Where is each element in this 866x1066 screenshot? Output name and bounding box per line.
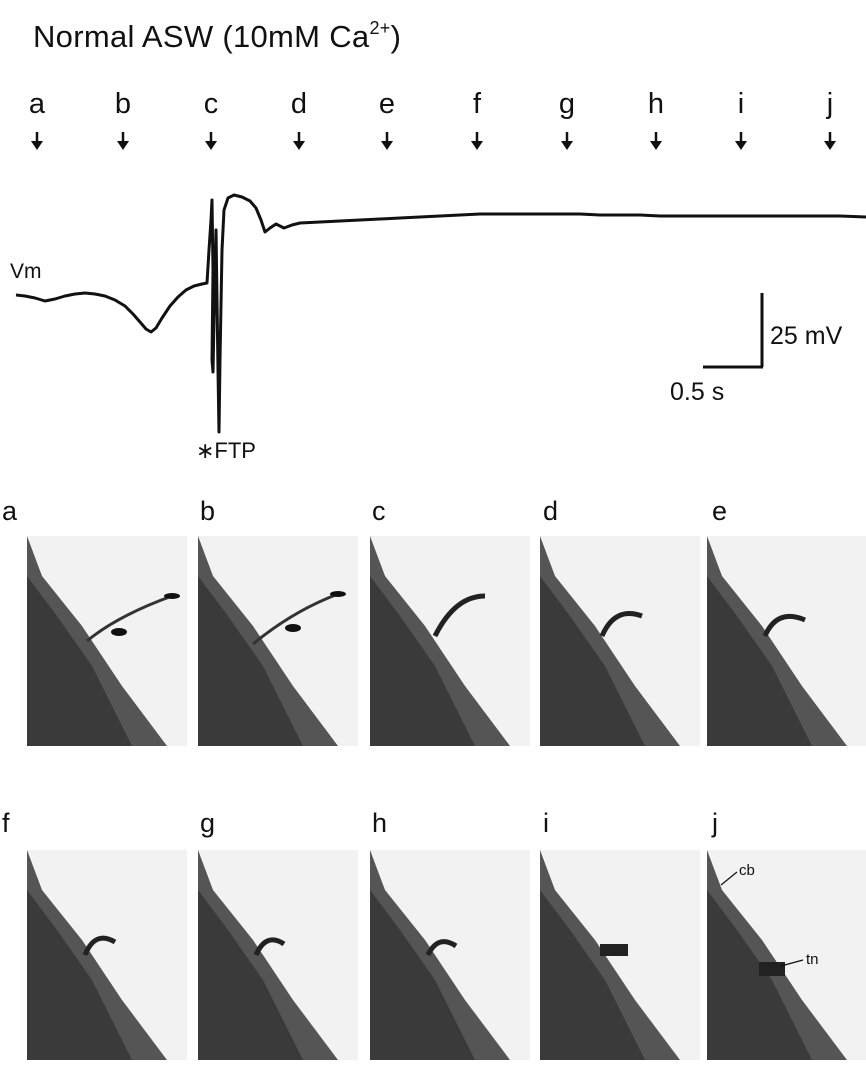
time-marker-label: a: [28, 88, 46, 120]
time-marker-label: d: [290, 88, 308, 120]
tn-pointer-line: [780, 959, 804, 967]
panel-label-i: i: [543, 808, 549, 838]
micrograph-panel-d: [540, 536, 700, 746]
down-arrow-icon: [293, 132, 305, 150]
time-marker-label: h: [647, 88, 665, 120]
title-main: Normal ASW (10mM Ca: [33, 19, 370, 54]
time-marker-d: d: [284, 88, 314, 152]
time-marker-i: i: [726, 88, 756, 152]
panel-label-g: g: [200, 808, 216, 838]
cb-pointer-line: [720, 871, 738, 886]
down-arrow-icon: [561, 132, 573, 150]
down-arrow-icon: [650, 132, 662, 150]
micrograph-panel-h: [370, 850, 530, 1060]
down-arrow-icon: [824, 132, 836, 150]
down-arrow-icon: [381, 132, 393, 150]
scale-voltage-label: 25 mV: [770, 322, 843, 350]
time-marker-label: b: [114, 88, 132, 120]
annotation-cb: cb: [739, 862, 755, 879]
time-marker-label: e: [378, 88, 396, 120]
panel-label-b: b: [200, 496, 216, 526]
micrograph-panel-f: [27, 850, 187, 1060]
micrograph-panel-a: [27, 536, 187, 746]
time-marker-label: i: [737, 88, 745, 120]
time-marker-f: f: [462, 88, 492, 152]
panel-label-e: e: [712, 496, 728, 526]
panel-label-c: c: [372, 496, 386, 526]
vm-trace-line: [15, 193, 866, 434]
panel-label-f: f: [2, 808, 10, 838]
annotation-tn: tn: [806, 951, 819, 968]
membrane-potential-trace: [15, 193, 866, 434]
title-superscript: 2+: [369, 18, 391, 38]
vm-label: Vm: [10, 260, 42, 283]
scale-time-label: 0.5 s: [670, 378, 725, 406]
down-arrow-icon: [31, 132, 43, 150]
time-marker-g: g: [552, 88, 582, 152]
time-marker-b: b: [108, 88, 138, 152]
micrograph-panel-j: [707, 850, 866, 1060]
time-marker-j: j: [815, 88, 845, 152]
time-marker-c: c: [196, 88, 226, 152]
time-marker-e: e: [372, 88, 402, 152]
ftp-label: ∗FTP: [196, 438, 256, 463]
time-marker-label: f: [472, 88, 482, 120]
title-close: ): [390, 19, 402, 54]
micrograph-panel-i: [540, 850, 700, 1060]
micrograph-panel-e: [707, 536, 866, 746]
micrograph-panel-c: [370, 536, 530, 746]
time-marker-h: h: [641, 88, 671, 152]
panel-label-j: j: [712, 808, 718, 838]
time-marker-label: j: [826, 88, 834, 120]
panel-label-h: h: [372, 808, 388, 838]
time-marker-label: g: [558, 88, 576, 120]
down-arrow-icon: [471, 132, 483, 150]
panel-label-d: d: [543, 496, 559, 526]
micrograph-panel-b: [198, 536, 358, 746]
down-arrow-icon: [735, 132, 747, 150]
figure-title: Normal ASW (10mM Ca2+): [33, 18, 401, 55]
micrograph-panel-g: [198, 850, 358, 1060]
panel-label-a: a: [2, 496, 18, 526]
time-marker-a: a: [22, 88, 52, 152]
down-arrow-icon: [205, 132, 217, 150]
down-arrow-icon: [117, 132, 129, 150]
time-marker-label: c: [203, 88, 219, 120]
